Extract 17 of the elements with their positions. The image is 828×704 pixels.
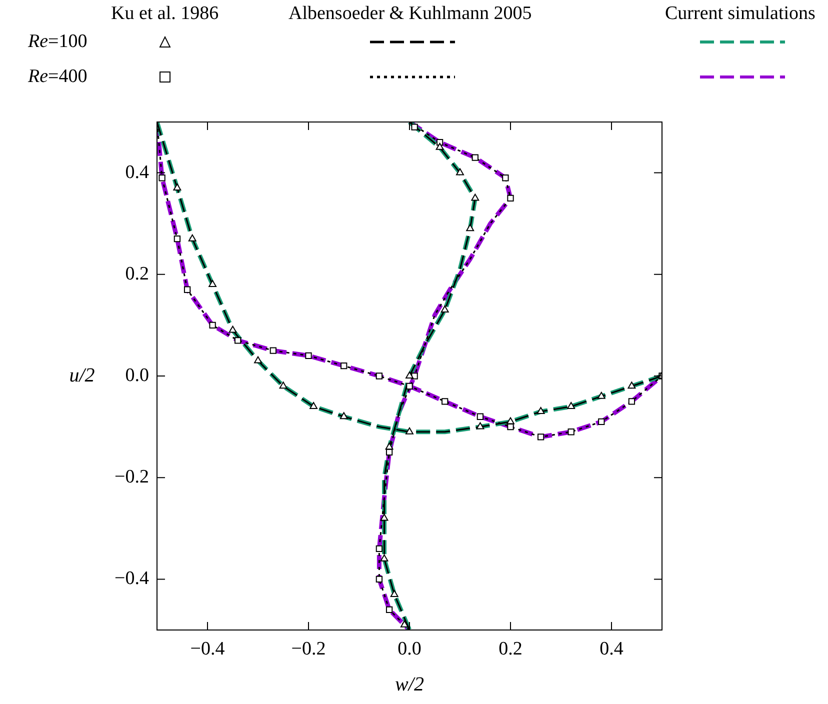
y-tick-label: 0.2 — [125, 263, 149, 284]
y-tick-label: −0.4 — [114, 568, 150, 590]
text: Albensoeder & Kuhlmann 2005 — [288, 3, 532, 25]
x-tick-label: −0.4 — [190, 638, 226, 660]
y-tick-label: 0.4 — [125, 162, 150, 183]
y-tick-label: −0.2 — [114, 466, 149, 488]
text: Current simulations — [665, 3, 816, 25]
text: Re=400 — [28, 66, 88, 88]
x-tick-label: 0.2 — [498, 638, 522, 660]
text: Re=100 — [28, 31, 88, 53]
x-axis-title: w/2 — [395, 673, 424, 696]
y-tick-label: 0.0 — [125, 364, 149, 386]
x-tick-label: 0.0 — [398, 638, 422, 660]
x-tick-label: 0.4 — [600, 638, 624, 660]
text: Ku et al. 1986 — [111, 3, 219, 25]
x-tick-label: −0.2 — [291, 638, 326, 660]
y-axis-title: u/2 — [69, 364, 95, 386]
